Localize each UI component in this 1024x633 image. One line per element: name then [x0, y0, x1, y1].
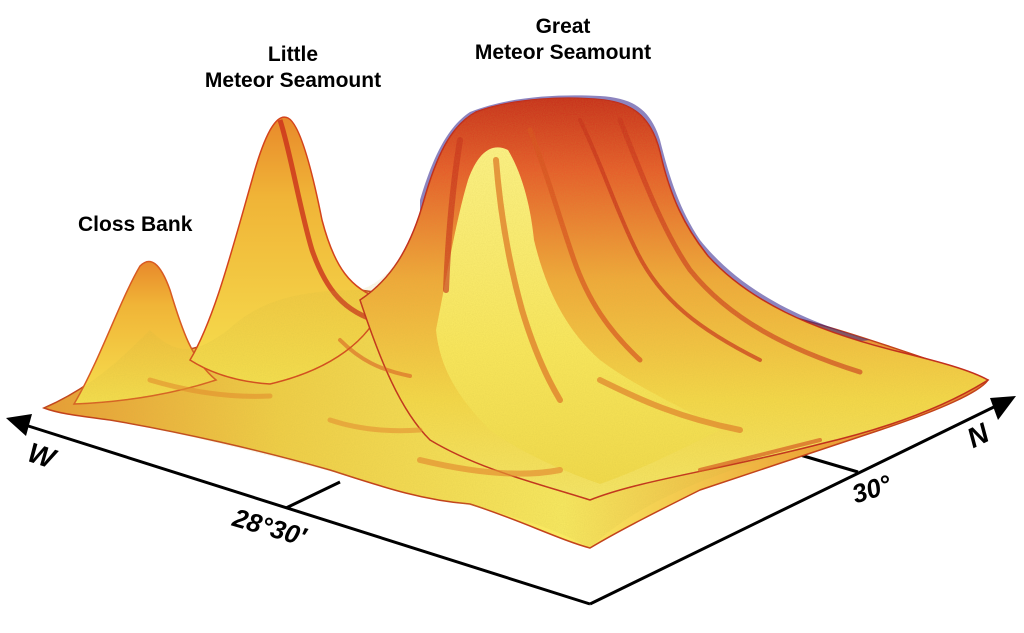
- north-axis-arrowhead: [990, 396, 1016, 420]
- closs-bank-label-text: Closs Bank: [78, 213, 193, 236]
- great-meteor-seamount-label: Great Meteor Seamount: [452, 14, 674, 66]
- terrain-texture: [44, 98, 988, 548]
- little-meteor-seamount-label: Little Meteor Seamount: [182, 42, 404, 94]
- axis-frame: [6, 396, 1016, 606]
- terrain-surface: [42, 95, 990, 549]
- west-axis-arrowhead: [6, 414, 32, 436]
- closs-bank-label: Closs Bank: [78, 212, 192, 238]
- little-meteor-label-line1: Little: [267, 43, 319, 66]
- little-meteor-label-line2: Meteor Seamount: [204, 69, 382, 92]
- great-meteor-label-line1: Great: [535, 15, 591, 38]
- great-meteor-label-line2: Meteor Seamount: [474, 41, 652, 64]
- west-tick-line: [285, 480, 341, 510]
- west-axis-line: [21, 422, 591, 606]
- north-axis-line: [589, 402, 1001, 606]
